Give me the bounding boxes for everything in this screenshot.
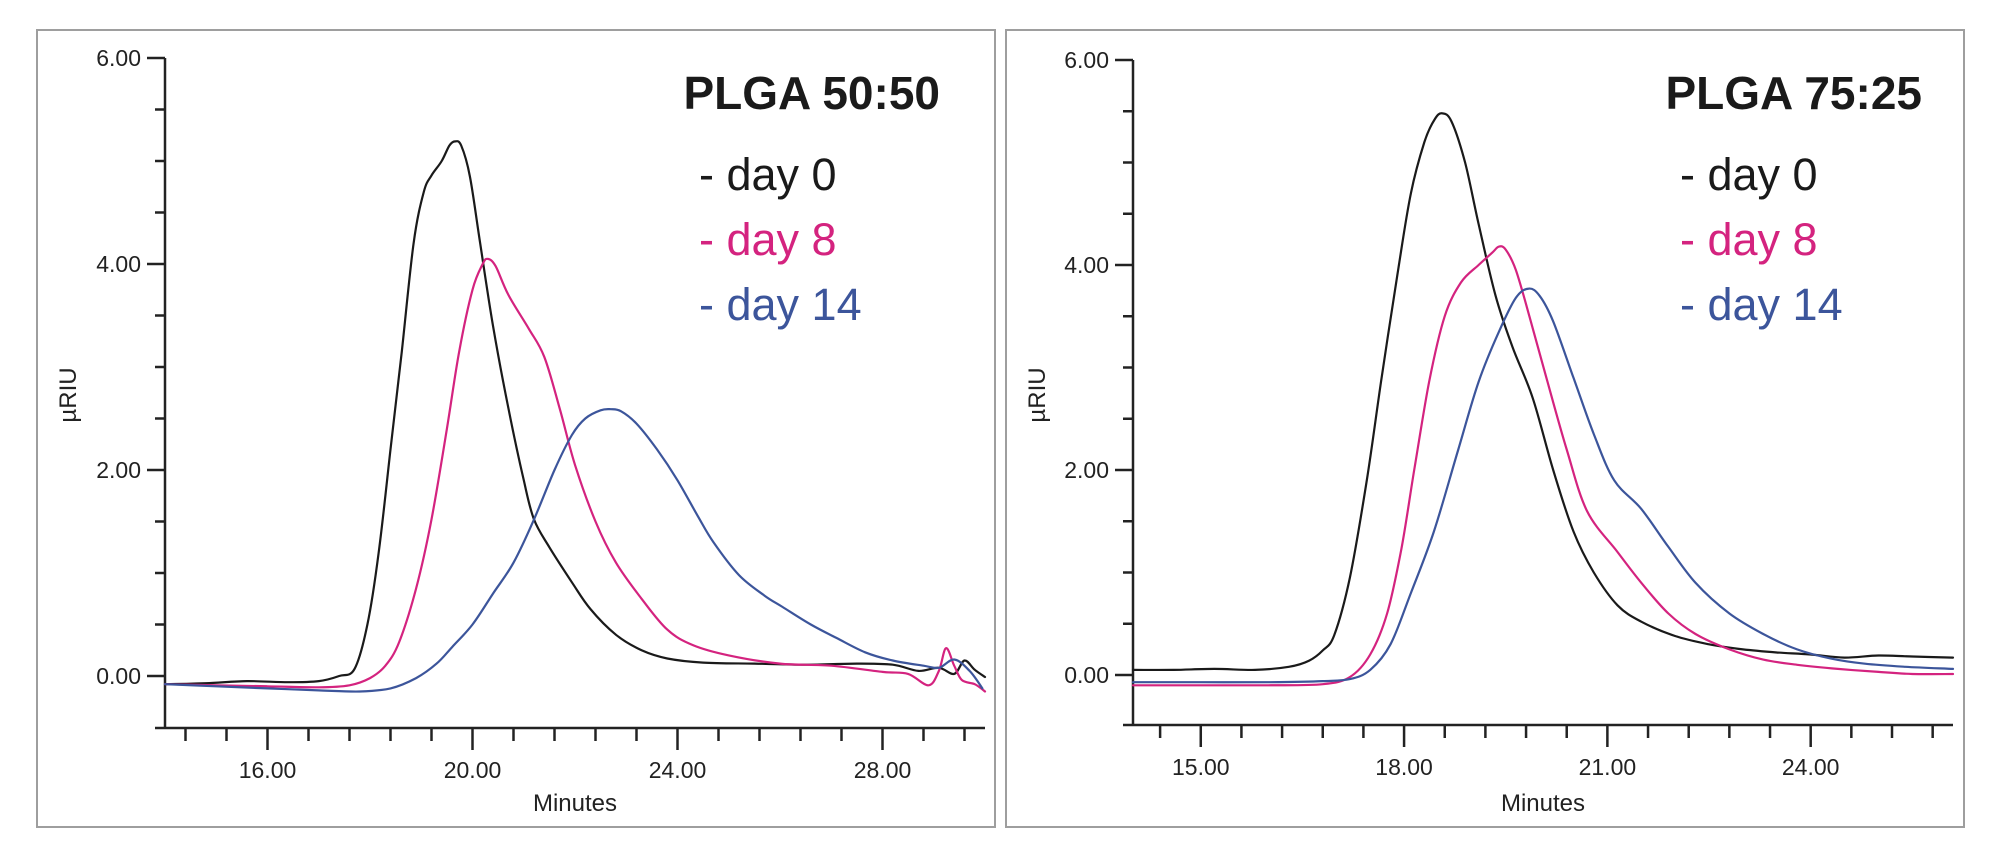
y-tick-label: 4.00 (1064, 252, 1109, 278)
x-tick-label: 28.00 (854, 757, 912, 783)
x-tick-label: 16.00 (239, 757, 297, 783)
y-tick-label: 6.00 (1064, 47, 1109, 73)
chart-svg-plga-75-25: 0.00 2.00 4.00 6.00 15.00 18.00 21.00 24.00 Minu… (1024, 47, 1955, 817)
y-tick-label: 2.00 (96, 457, 141, 483)
y-tick-label: 4.00 (96, 251, 141, 277)
x-tick-label: 15.00 (1172, 754, 1230, 780)
x-axis-title: Minutes (1501, 790, 1585, 817)
y-axis-title: µRIU (55, 367, 82, 422)
legend-entry: - day 14 (1680, 279, 1843, 330)
legend-entry: - day 8 (1680, 214, 1818, 265)
x-tick-label: 21.00 (1579, 754, 1637, 780)
y-tick-label: 2.00 (1064, 457, 1109, 483)
x-axis-title: Minutes (533, 790, 617, 817)
chart-title: PLGA 75:25 (1665, 67, 1922, 119)
chart-title: PLGA 50:50 (683, 67, 940, 119)
y-tick-label: 6.00 (96, 45, 141, 71)
series-line-day-8 (163, 257, 987, 693)
x-tick-label: 24.00 (649, 757, 707, 783)
series-line-day-8 (1131, 245, 1955, 687)
series-line-day-14 (163, 407, 984, 693)
chart-svg-plga-50-50: 0.00 2.00 4.00 6.00 16.00 20.00 24.00 28.00 Minu… (55, 45, 987, 817)
series-line-day-0 (1131, 112, 1955, 672)
y-tick-label: 0.00 (1064, 662, 1109, 688)
x-tick-label: 24.00 (1782, 754, 1840, 780)
chart-panel-plga-50-50: 0.00 2.00 4.00 6.00 16.00 20.00 24.00 28.00 Minu… (36, 29, 996, 828)
series-line-day-14 (1131, 287, 1955, 684)
legend-entry: - day 0 (1680, 149, 1818, 200)
x-tick-label: 18.00 (1375, 754, 1433, 780)
legend-entry: - day 14 (699, 279, 862, 330)
series-line-day-0 (163, 140, 987, 686)
legend-entry: - day 0 (699, 149, 837, 200)
x-tick-label: 20.00 (444, 757, 502, 783)
y-axis-title: µRIU (1024, 367, 1051, 422)
legend-entry: - day 8 (699, 214, 837, 265)
y-tick-label: 0.00 (96, 663, 141, 689)
chart-panel-plga-75-25: 0.00 2.00 4.00 6.00 15.00 18.00 21.00 24.00 Minu… (1005, 29, 1965, 828)
